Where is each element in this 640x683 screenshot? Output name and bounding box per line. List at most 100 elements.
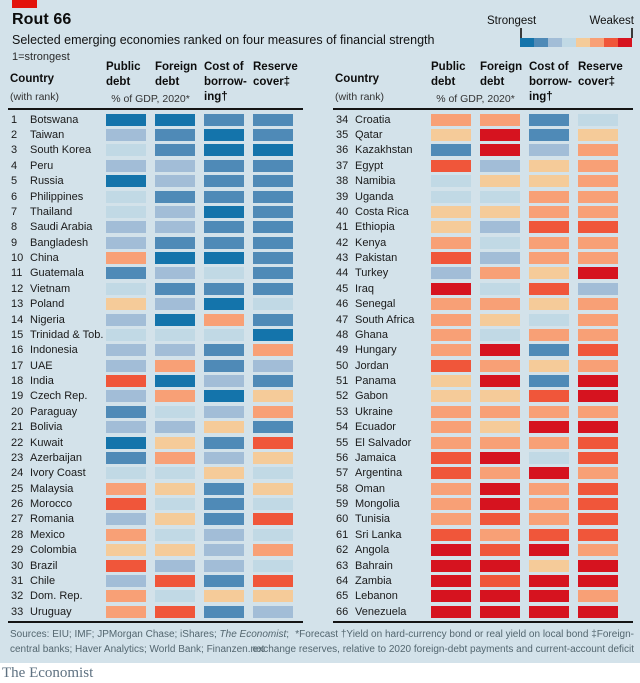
heatmap-cell-public-debt — [106, 390, 146, 403]
heatmap-cell-public-debt — [106, 405, 146, 418]
legend-color-swatch — [520, 38, 534, 47]
heatmap-cell-foreign-debt — [480, 436, 520, 449]
country-rank: 7 — [11, 205, 18, 218]
bottom-rule — [333, 621, 633, 623]
heatmap-cell-foreign-debt — [480, 175, 520, 188]
column-header-country: Country — [10, 73, 55, 85]
country-name: Ghana — [355, 328, 389, 341]
country-name: Russia — [30, 175, 64, 188]
country-rank: 55 — [336, 436, 349, 449]
heatmap-cell-cost-of-borrowing — [204, 113, 244, 126]
table-row: 20 Paraguay — [8, 404, 303, 419]
heatmap-cell-foreign-debt — [480, 113, 520, 126]
country-name: El Salvador — [355, 436, 412, 449]
heatmap-cell-foreign-debt — [480, 405, 520, 418]
heatmap-cell-reserve-cover — [253, 313, 293, 326]
country-rank: 10 — [11, 252, 24, 265]
country-name: Mexico — [30, 528, 65, 541]
heatmap-cell-reserve-cover — [253, 282, 293, 295]
heatmap-cell-public-debt — [431, 574, 471, 587]
heatmap-cell-public-debt — [106, 467, 146, 480]
heatmap-cell-cost-of-borrowing — [204, 574, 244, 587]
country-rank: 22 — [11, 436, 24, 449]
country-rank: 49 — [336, 344, 349, 357]
country-name: Malaysia — [30, 482, 74, 495]
heatmap-cell-reserve-cover — [578, 205, 618, 218]
heatmap-cell-cost-of-borrowing — [204, 359, 244, 372]
country-name: Brazil — [30, 559, 58, 572]
heatmap-cell-reserve-cover — [253, 267, 293, 280]
heatmap-cell-foreign-debt — [155, 328, 195, 341]
country-name: Bangladesh — [30, 236, 89, 249]
heatmap-cell-reserve-cover — [253, 513, 293, 526]
country-rank: 32 — [11, 590, 24, 603]
legend-strongest-label: Strongest — [487, 15, 537, 27]
heatmap-cell-cost-of-borrowing — [204, 390, 244, 403]
gdp-note: % of GDP, 2020* — [111, 93, 190, 105]
heatmap-cell-public-debt — [431, 175, 471, 188]
heatmap-cell-reserve-cover — [578, 605, 618, 618]
heatmap-cell-foreign-debt — [155, 113, 195, 126]
country-rank: 65 — [336, 590, 349, 603]
heatmap-cell-public-debt — [106, 144, 146, 157]
heatmap-cell-cost-of-borrowing — [529, 344, 569, 357]
heatmap-cell-cost-of-borrowing — [529, 574, 569, 587]
heatmap-cell-cost-of-borrowing — [529, 359, 569, 372]
legend-labels: Strongest Weakest — [487, 15, 634, 27]
table-row: 3 South Korea — [8, 143, 303, 158]
heatmap-cell-foreign-debt — [480, 375, 520, 388]
table-row: 53 Ukraine — [333, 404, 633, 419]
heatmap-cell-cost-of-borrowing — [204, 328, 244, 341]
heatmap-cell-foreign-debt — [480, 544, 520, 557]
heatmap-cell-foreign-debt — [480, 144, 520, 157]
header-rule — [333, 108, 633, 110]
table-row: 62 Angola — [333, 543, 633, 558]
heatmap-cell-cost-of-borrowing — [204, 190, 244, 203]
heatmap-cell-public-debt — [106, 559, 146, 572]
heatmap-cell-public-debt — [431, 451, 471, 464]
heatmap-cell-reserve-cover — [253, 175, 293, 188]
heatmap-cell-foreign-debt — [480, 605, 520, 618]
country-name: South Korea — [30, 144, 92, 157]
column-header-foreign-debt: Foreign debt — [480, 61, 523, 88]
country-name: Panama — [355, 375, 396, 388]
country-name: China — [30, 252, 59, 265]
heatmap-cell-reserve-cover — [578, 298, 618, 311]
heatmap-cell-cost-of-borrowing — [204, 513, 244, 526]
table-row: 51 Panama — [333, 373, 633, 388]
heatmap-cell-foreign-debt — [155, 451, 195, 464]
country-name: Botswana — [30, 113, 79, 126]
legend-color-swatch — [590, 38, 604, 47]
heatmap-cell-foreign-debt — [155, 159, 195, 172]
heatmap-cell-cost-of-borrowing — [529, 129, 569, 142]
country-rank: 33 — [11, 605, 24, 618]
heatmap-cell-reserve-cover — [253, 528, 293, 541]
country-rows-left: 1 Botswana 2 Taiwan 3 South Korea 4 Peru 5 Russia… — [8, 112, 303, 619]
heatmap-cell-cost-of-borrowing — [529, 328, 569, 341]
country-rank: 2 — [11, 129, 18, 142]
heatmap-cell-reserve-cover — [253, 236, 293, 249]
country-rank: 27 — [11, 513, 24, 526]
heatmap-cell-reserve-cover — [578, 559, 618, 572]
heatmap-cell-foreign-debt — [480, 328, 520, 341]
country-rank: 18 — [11, 375, 24, 388]
country-rank: 29 — [11, 544, 24, 557]
country-name: Ethiopia — [355, 221, 395, 234]
heatmap-cell-foreign-debt — [155, 498, 195, 511]
heatmap-cell-public-debt — [106, 221, 146, 234]
heatmap-cell-foreign-debt — [480, 313, 520, 326]
country-name: Bolivia — [30, 421, 63, 434]
table-row: 7 Thailand — [8, 204, 303, 219]
heatmap-cell-public-debt — [106, 282, 146, 295]
heatmap-cell-cost-of-borrowing — [204, 498, 244, 511]
heatmap-cell-reserve-cover — [253, 451, 293, 464]
heatmap-cell-reserve-cover — [253, 344, 293, 357]
heatmap-cell-reserve-cover — [578, 467, 618, 480]
heatmap-cell-public-debt — [431, 390, 471, 403]
heatmap-cell-public-debt — [106, 359, 146, 372]
table-row: 6 Philippines — [8, 189, 303, 204]
table-row: 2 Taiwan — [8, 127, 303, 142]
heatmap-cell-reserve-cover — [578, 590, 618, 603]
country-rank: 19 — [11, 390, 24, 403]
heatmap-cell-public-debt — [431, 282, 471, 295]
